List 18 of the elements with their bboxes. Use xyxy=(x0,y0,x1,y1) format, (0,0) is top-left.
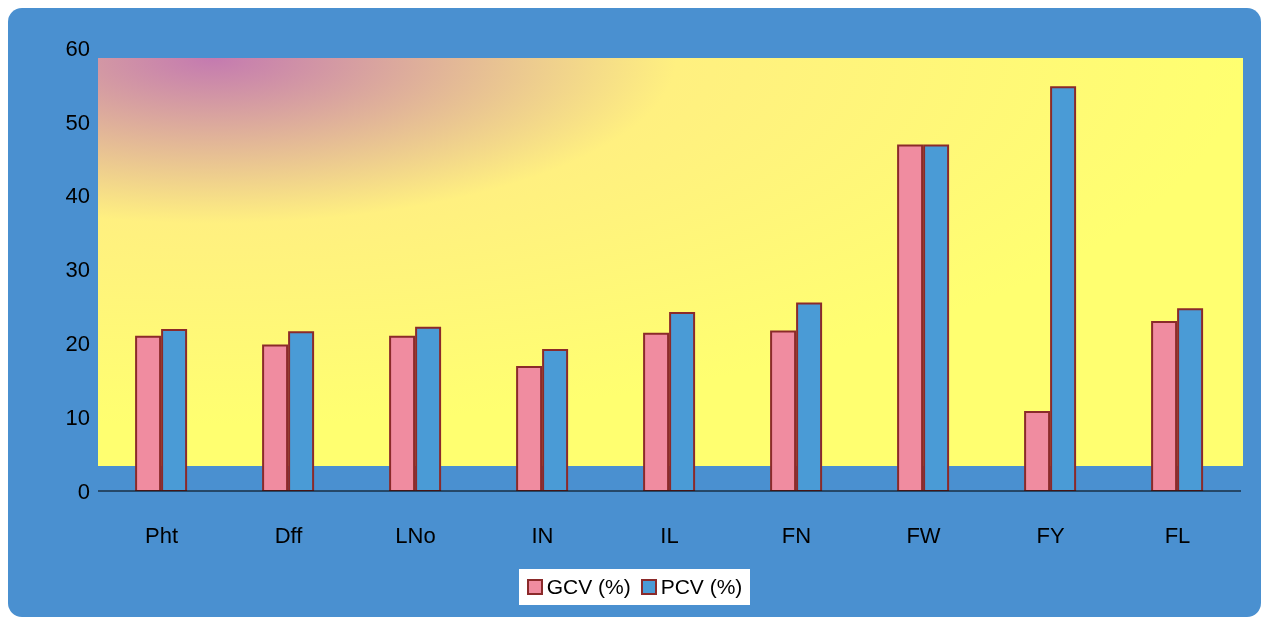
x-tick-label: FN xyxy=(781,522,812,548)
y-tick-label: 40 xyxy=(65,183,90,209)
y-tick-label: 0 xyxy=(77,478,90,504)
x-tick-label: Dff xyxy=(274,522,304,548)
y-tick-label: 20 xyxy=(65,331,90,357)
y-tick-label: 10 xyxy=(65,404,90,430)
legend-label: GCV (%) xyxy=(546,575,631,599)
x-tick-label: FY xyxy=(1036,522,1065,548)
x-tick-label: IN xyxy=(531,522,554,548)
x-tick-label: FL xyxy=(1164,522,1191,548)
legend-label: PCV (%) xyxy=(660,575,743,599)
y-tick-label: 30 xyxy=(65,257,90,283)
y-tick-label: 60 xyxy=(65,35,90,61)
x-tick-label: IL xyxy=(660,522,679,548)
x-tick-label: Pht xyxy=(144,522,179,548)
x-tick-label: FW xyxy=(906,522,941,548)
x-tick-label: LNo xyxy=(395,522,436,548)
y-tick-label: 50 xyxy=(65,109,90,135)
